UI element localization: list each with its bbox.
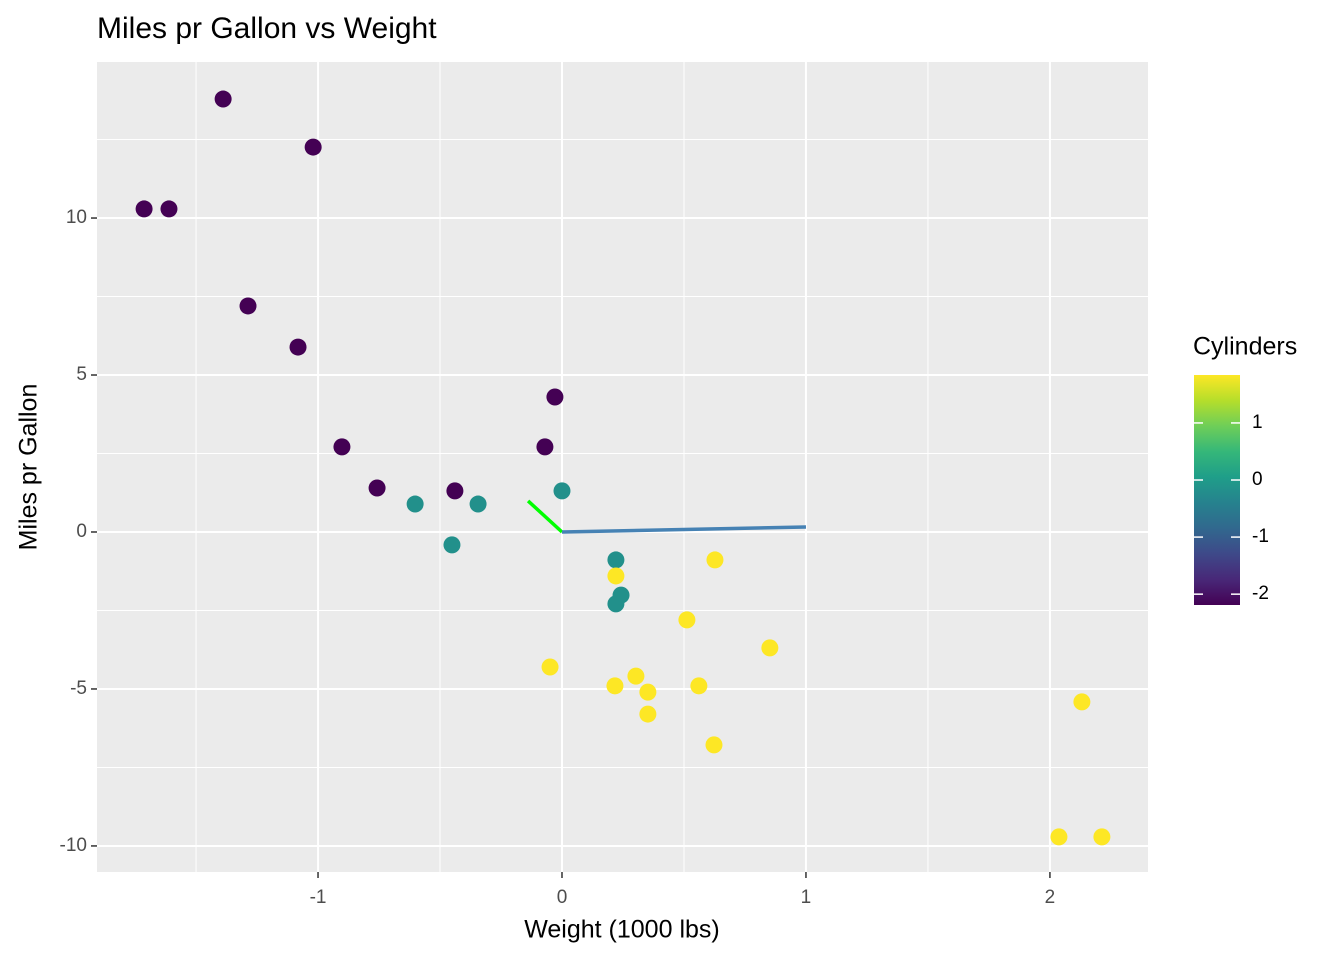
x-tick-label: -1 [310,887,327,908]
point [443,536,461,554]
color-bar-label: -1 [1252,526,1269,547]
y-tick-label: 10 [66,207,87,228]
segment-line [561,525,806,534]
point [607,551,625,569]
x-tick-label: 0 [557,887,568,908]
color-bar-label: 0 [1252,469,1263,490]
x-axis-label: Weight (1000 lbs) [524,916,719,944]
point [541,658,559,676]
x-tick-label: 1 [801,887,812,908]
point [678,611,696,629]
point [304,138,322,156]
segment-line [526,499,564,534]
point [639,705,657,723]
point [606,677,624,695]
point [553,482,571,500]
y-tick-label: 0 [76,521,87,542]
point [446,482,464,500]
color-bar [1194,375,1240,605]
point [639,683,657,701]
point [135,200,153,218]
point [1093,828,1111,846]
plot-panel [97,62,1148,872]
color-bar-label: 1 [1252,412,1263,433]
point [406,495,424,513]
point [607,567,625,585]
y-tick-label: -10 [60,835,87,856]
point [333,438,351,456]
color-bar-label: -2 [1252,583,1269,604]
point [706,551,724,569]
point [705,736,723,754]
point [627,667,645,685]
y-tick-label: 5 [76,364,87,385]
chart-title: Miles pr Gallon vs Weight [97,12,437,45]
y-tick-label: -5 [70,678,87,699]
legend-title: Cylinders [1193,333,1297,361]
point [761,639,779,657]
point [469,495,487,513]
point [546,388,564,406]
point [289,338,307,356]
point [368,479,386,497]
point [536,438,554,456]
point [214,90,232,108]
point [1050,828,1068,846]
point [1073,693,1091,711]
point [160,200,178,218]
y-axis-label: Miles pr Gallon [15,384,43,551]
point [607,595,625,613]
point [690,677,708,695]
x-tick-label: 2 [1045,887,1056,908]
point [239,297,257,315]
